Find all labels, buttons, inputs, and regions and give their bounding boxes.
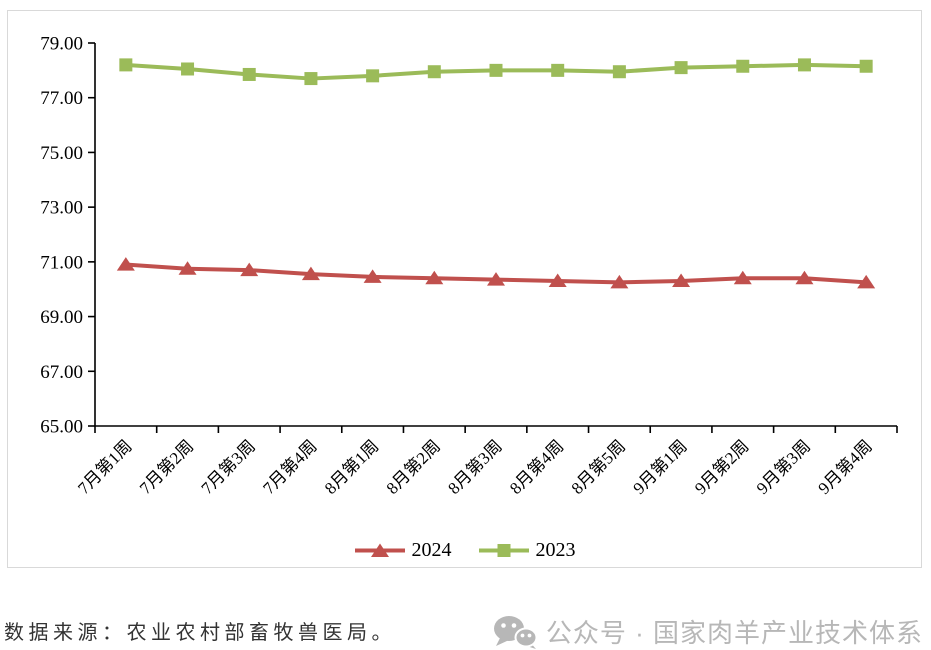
legend-label-2024: 2024 <box>411 539 452 561</box>
x-tick-label: 7月第4周 <box>259 436 321 498</box>
marker-2023 <box>181 62 195 76</box>
x-tick-label: 9月第4周 <box>814 436 876 498</box>
x-tick-label: 9月第3周 <box>753 436 815 498</box>
x-tick-label: 9月第2周 <box>691 436 753 498</box>
axis-lines <box>94 43 897 427</box>
x-tick-label: 7月第1周 <box>74 436 136 498</box>
marker-2023 <box>489 63 503 77</box>
marker-2023 <box>242 67 256 81</box>
legend-item-2023: 2023 <box>478 539 576 562</box>
marker-2024 <box>363 269 382 283</box>
marker-2024 <box>240 262 259 277</box>
chart-box: 65.00 67.00 69.00 71.00 73.00 75.00 77.00 79.00… <box>7 10 922 568</box>
wechat-icon <box>493 615 537 649</box>
marker-2023 <box>119 58 133 72</box>
x-tick-label: 7月第2周 <box>136 436 198 498</box>
marker-2023 <box>674 61 688 75</box>
marker-2023 <box>304 72 318 86</box>
y-tick-label: 73.00 <box>40 198 83 219</box>
legend-label-2023: 2023 <box>535 539 576 561</box>
marker-2024 <box>116 257 135 271</box>
legend-marker-2024-icon <box>354 543 405 557</box>
marker-2024 <box>733 270 752 285</box>
legend-marker-2023-icon <box>478 544 529 557</box>
marker-2023 <box>859 59 873 73</box>
y-tick-label: 79.00 <box>40 34 83 55</box>
x-tick-label: 8月第1周 <box>321 436 383 498</box>
marker-2024 <box>425 270 444 285</box>
source-note: 数据来源：农业农村部畜牧兽医局。 <box>4 622 396 644</box>
marker-2024 <box>857 274 876 289</box>
marker-2023 <box>427 65 441 79</box>
marker-2023 <box>736 59 750 73</box>
marker-2024 <box>795 270 814 285</box>
chart-canvas: 65.00 67.00 69.00 71.00 73.00 75.00 77.00 79.00… <box>40 34 898 498</box>
y-tick-label: 69.00 <box>40 307 83 328</box>
y-tick-label: 67.00 <box>40 362 83 383</box>
watermark-text: 公众号 · 国家肉羊产业技术体系 <box>545 618 923 648</box>
y-tick-label: 71.00 <box>40 252 83 273</box>
marker-2023 <box>366 69 380 83</box>
marker-2023 <box>612 65 626 79</box>
x-tick-label: 7月第3周 <box>198 436 260 498</box>
chart-legend: 2024 2023 <box>8 539 921 562</box>
y-tick-label: 77.00 <box>40 88 83 109</box>
marker-2024 <box>548 273 567 288</box>
y-tick-label: 65.00 <box>40 417 83 438</box>
marker-2024 <box>610 274 629 289</box>
x-tick-label: 8月第4周 <box>506 436 568 498</box>
marker-2024 <box>301 266 320 281</box>
marker-2024 <box>487 272 505 286</box>
x-tick-label: 8月第2周 <box>383 436 445 498</box>
marker-2024 <box>672 273 691 288</box>
x-tick-label: 8月第5周 <box>568 436 630 498</box>
marker-2024 <box>178 261 197 275</box>
watermark: 公众号 · 国家肉羊产业技术体系 <box>493 613 923 650</box>
legend-item-2024: 2024 <box>354 539 452 562</box>
x-tick-label: 8月第3周 <box>444 436 506 498</box>
y-tick-label: 75.00 <box>40 143 83 164</box>
marker-2023 <box>551 63 565 77</box>
x-tick-label: 9月第1周 <box>629 436 691 498</box>
marker-2023 <box>797 58 811 72</box>
